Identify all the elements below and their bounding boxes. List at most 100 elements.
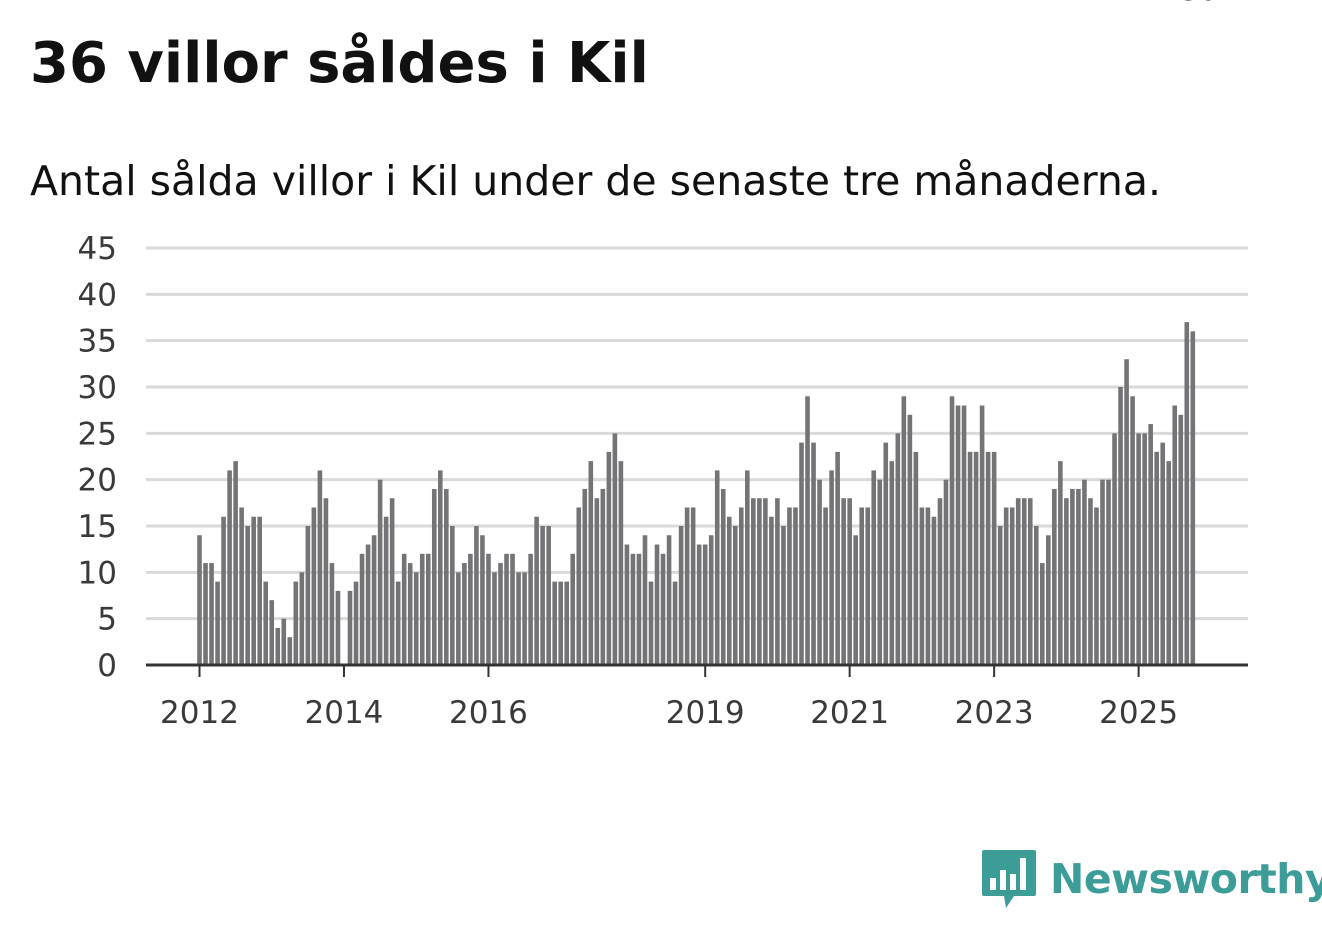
- bar: [269, 600, 275, 665]
- bar: [1021, 498, 1027, 665]
- bar: [883, 442, 889, 665]
- bar: [793, 507, 798, 665]
- bar: [943, 479, 949, 665]
- bar: [877, 479, 883, 665]
- bar: [389, 498, 395, 665]
- bar: [576, 507, 582, 665]
- bar: [528, 553, 533, 665]
- bar: [1154, 451, 1159, 665]
- bar: [498, 563, 503, 665]
- data-label: 36: [1180, 0, 1217, 7]
- bar: [1076, 488, 1081, 665]
- bar: [654, 544, 660, 665]
- bar: [745, 470, 750, 665]
- x-tick-label: 2025: [1099, 695, 1178, 731]
- bar: [775, 498, 780, 665]
- bar: [648, 581, 654, 665]
- bar: [1124, 359, 1129, 665]
- bar: [805, 396, 810, 665]
- bar: [1088, 498, 1093, 665]
- chart-title: 36 villor såldes i Kil: [30, 31, 649, 96]
- bar: [371, 535, 377, 665]
- bar: [353, 581, 359, 665]
- bar: [732, 526, 738, 665]
- bar: [468, 553, 473, 665]
- bar: [245, 526, 250, 665]
- bar: [949, 396, 955, 665]
- bar: [865, 507, 871, 665]
- bar: [486, 553, 491, 665]
- bar: [1094, 507, 1099, 665]
- bar: [600, 488, 606, 665]
- bar: [383, 516, 389, 665]
- bar: [401, 553, 407, 665]
- bar: [1040, 563, 1045, 665]
- y-tick-label: 10: [78, 555, 117, 591]
- bar: [708, 535, 714, 665]
- bar: [516, 572, 521, 665]
- bar: [1142, 433, 1147, 665]
- bar: [642, 535, 648, 665]
- bar: [365, 544, 371, 665]
- bar: [739, 507, 744, 665]
- bar: [281, 618, 287, 665]
- x-axis: [146, 663, 1248, 677]
- bar: [991, 451, 997, 665]
- bar: [1033, 526, 1039, 665]
- bar: [263, 581, 269, 665]
- bar: [829, 470, 834, 665]
- bar: [666, 535, 672, 665]
- bar: [504, 553, 509, 665]
- bar: [275, 627, 281, 665]
- bar: [1052, 488, 1057, 665]
- y-tick-label: 0: [97, 648, 117, 684]
- bar: [919, 507, 925, 665]
- bar: [1058, 461, 1063, 665]
- bar: [937, 498, 943, 665]
- bar: [257, 516, 262, 665]
- gridlines: [146, 246, 1248, 621]
- bar: [215, 581, 220, 665]
- bar: [979, 405, 985, 665]
- bar: [769, 516, 774, 665]
- bar: [757, 498, 762, 665]
- bar: [660, 553, 666, 665]
- x-tick-label: 2023: [955, 695, 1034, 731]
- bar: [787, 507, 792, 665]
- y-tick-label: 20: [78, 463, 117, 499]
- bar: [407, 563, 413, 665]
- bar: [221, 516, 226, 665]
- bar: [931, 516, 937, 665]
- bar: [293, 581, 299, 665]
- bar: [811, 442, 816, 665]
- bar: [630, 553, 636, 665]
- bar: [781, 526, 786, 665]
- bar: [1100, 479, 1105, 665]
- y-tick-label: 30: [78, 370, 117, 406]
- bar: [997, 526, 1003, 665]
- y-tick-label: 15: [78, 509, 117, 545]
- y-tick-label: 45: [78, 231, 117, 267]
- bar: [606, 451, 612, 665]
- bar: [492, 572, 497, 665]
- bar: [474, 526, 479, 665]
- bar: [901, 396, 907, 665]
- bar: [961, 405, 967, 665]
- bar: [480, 535, 485, 665]
- newsworthy-logo: Newsworthy: [980, 848, 1322, 910]
- bar: [1160, 442, 1165, 665]
- y-tick-label: 40: [78, 277, 117, 313]
- bar: [311, 507, 317, 665]
- bar: [636, 553, 642, 665]
- bar: [871, 470, 877, 665]
- bar: [540, 526, 545, 665]
- bar: [425, 553, 431, 665]
- bar: [1070, 488, 1075, 665]
- bar: [763, 498, 768, 665]
- bar: [347, 590, 353, 665]
- newsworthy-logo-text: Newsworthy: [1050, 855, 1322, 903]
- bar: [907, 414, 913, 665]
- bar: [684, 507, 690, 665]
- x-tick-label: 2016: [449, 695, 528, 731]
- bar: [287, 637, 293, 665]
